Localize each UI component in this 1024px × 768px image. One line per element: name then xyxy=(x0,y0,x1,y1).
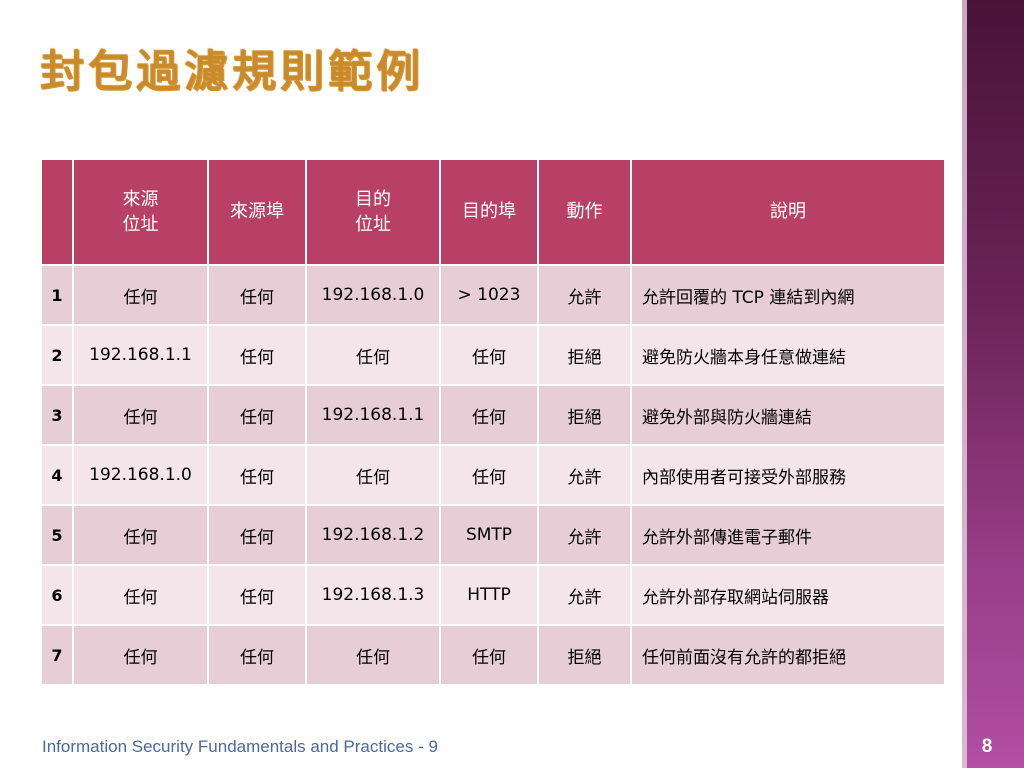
cell-source-address: 任何 xyxy=(72,384,209,446)
cell-destination-address: 任何 xyxy=(305,444,441,506)
cell-destination-address: 任何 xyxy=(305,624,441,686)
cell-source-port: 任何 xyxy=(207,504,307,566)
cell-source-port: 任何 xyxy=(207,624,307,686)
cell-destination-address: 192.168.1.3 xyxy=(305,564,441,626)
cell-destination-port: 任何 xyxy=(439,324,539,386)
cell-rule-number: 2 xyxy=(40,324,74,386)
cell-source-port: 任何 xyxy=(207,324,307,386)
table-row: 7 任何 任何 任何 任何 拒絕 任何前面沒有允許的都拒絕 xyxy=(40,624,946,686)
cell-source-port: 任何 xyxy=(207,384,307,446)
cell-action: 拒絕 xyxy=(537,384,632,446)
cell-source-address: 192.168.1.0 xyxy=(72,444,209,506)
cell-description: 避免外部與防火牆連結 xyxy=(630,384,946,446)
cell-destination-address: 192.168.1.1 xyxy=(305,384,441,446)
cell-rule-number: 7 xyxy=(40,624,74,686)
header-cell-source-address: 來源 位址 xyxy=(72,158,209,266)
cell-action: 允許 xyxy=(537,444,632,506)
cell-destination-address: 任何 xyxy=(305,324,441,386)
header-cell-action: 動作 xyxy=(537,158,632,266)
header-cell-destination-address: 目的 位址 xyxy=(305,158,441,266)
cell-rule-number: 6 xyxy=(40,564,74,626)
cell-action: 允許 xyxy=(537,264,632,326)
cell-source-port: 任何 xyxy=(207,264,307,326)
cell-action: 允許 xyxy=(537,504,632,566)
cell-source-port: 任何 xyxy=(207,564,307,626)
table-row: 4 192.168.1.0 任何 任何 任何 允許 內部使用者可接受外部服務 xyxy=(40,444,946,506)
side-bar-edge xyxy=(962,0,967,768)
table-row: 1 任何 任何 192.168.1.0 > 1023 允許 允許回覆的 TCP 連結到內網 xyxy=(40,264,946,326)
table-row: 3 任何 任何 192.168.1.1 任何 拒絕 避免外部與防火牆連結 xyxy=(40,384,946,446)
cell-destination-port: 任何 xyxy=(439,384,539,446)
packet-filter-rules-table: 來源 位址 來源埠 目的 位址 目的埠 動作 說明 1 任何 任何 192.168.1.0… xyxy=(40,158,946,686)
header-cell-source-port: 來源埠 xyxy=(207,158,307,266)
header-cell-destination-port: 目的埠 xyxy=(439,158,539,266)
cell-destination-port: 任何 xyxy=(439,624,539,686)
table-row: 2 192.168.1.1 任何 任何 任何 拒絕 避免防火牆本身任意做連結 xyxy=(40,324,946,386)
cell-destination-address: 192.168.1.0 xyxy=(305,264,441,326)
cell-rule-number: 4 xyxy=(40,444,74,506)
cell-source-address: 192.168.1.1 xyxy=(72,324,209,386)
page-number: 8 xyxy=(981,736,993,757)
cell-description: 允許回覆的 TCP 連結到內網 xyxy=(630,264,946,326)
cell-description: 任何前面沒有允許的都拒絕 xyxy=(630,624,946,686)
cell-source-port: 任何 xyxy=(207,444,307,506)
cell-source-address: 任何 xyxy=(72,264,209,326)
table-row: 6 任何 任何 192.168.1.3 HTTP 允許 允許外部存取網站伺服器 xyxy=(40,564,946,626)
header-cell-description: 說明 xyxy=(630,158,946,266)
cell-destination-port: SMTP xyxy=(439,504,539,566)
side-bar xyxy=(967,0,1024,768)
cell-rule-number: 3 xyxy=(40,384,74,446)
header-cell-index xyxy=(40,158,74,266)
cell-description: 避免防火牆本身任意做連結 xyxy=(630,324,946,386)
footer-text: Information Security Fundamentals and Pr… xyxy=(42,737,438,756)
cell-source-address: 任何 xyxy=(72,564,209,626)
cell-destination-port: HTTP xyxy=(439,564,539,626)
cell-destination-port: 任何 xyxy=(439,444,539,506)
cell-source-address: 任何 xyxy=(72,504,209,566)
cell-description: 允許外部傳進電子郵件 xyxy=(630,504,946,566)
cell-description: 內部使用者可接受外部服務 xyxy=(630,444,946,506)
cell-description: 允許外部存取網站伺服器 xyxy=(630,564,946,626)
cell-source-address: 任何 xyxy=(72,624,209,686)
cell-action: 允許 xyxy=(537,564,632,626)
cell-action: 拒絕 xyxy=(537,624,632,686)
cell-rule-number: 1 xyxy=(40,264,74,326)
slide-title: 封包過濾規則範例 xyxy=(40,46,424,97)
cell-destination-address: 192.168.1.2 xyxy=(305,504,441,566)
table-header-row: 來源 位址 來源埠 目的 位址 目的埠 動作 說明 xyxy=(40,158,946,266)
cell-destination-port: > 1023 xyxy=(439,264,539,326)
cell-action: 拒絕 xyxy=(537,324,632,386)
cell-rule-number: 5 xyxy=(40,504,74,566)
table-row: 5 任何 任何 192.168.1.2 SMTP 允許 允許外部傳進電子郵件 xyxy=(40,504,946,566)
table-body: 1 任何 任何 192.168.1.0 > 1023 允許 允許回覆的 TCP 連結到內網 2… xyxy=(40,264,946,686)
